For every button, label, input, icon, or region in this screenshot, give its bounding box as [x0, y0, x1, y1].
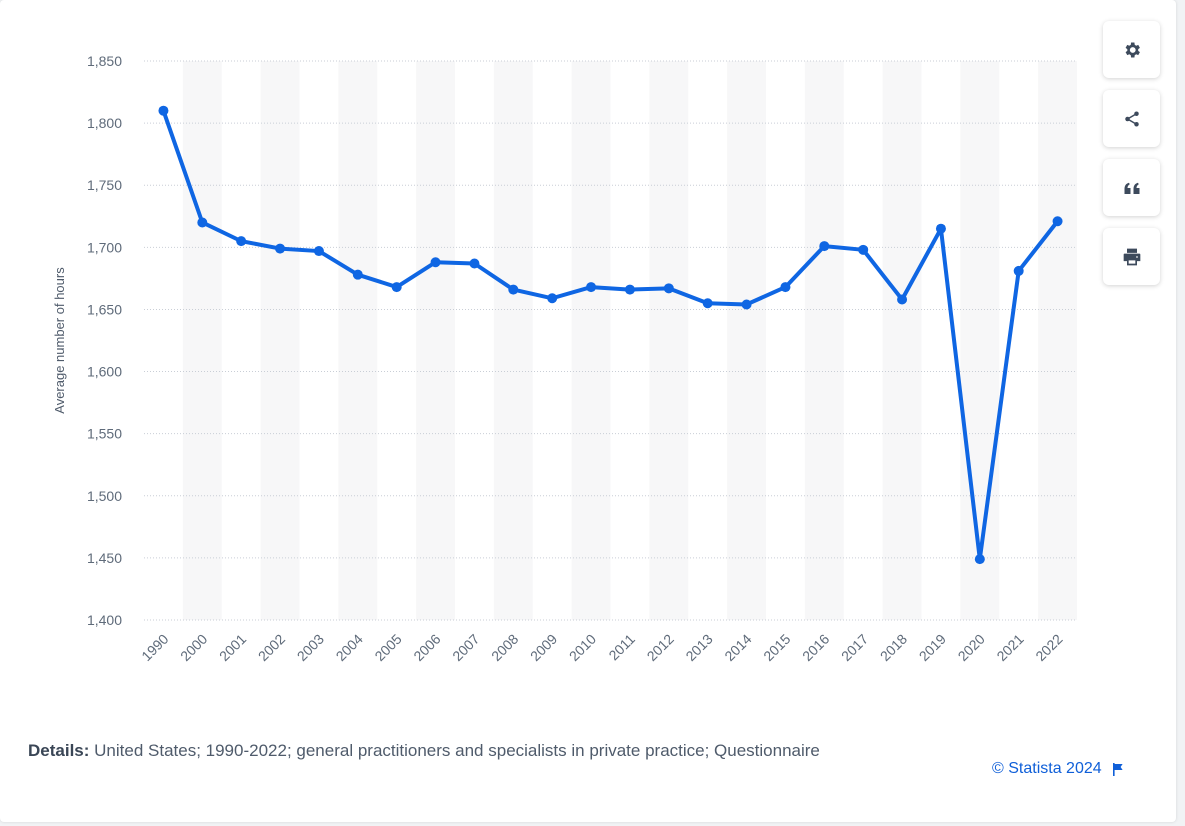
data-point [780, 282, 791, 293]
column-band [649, 61, 689, 620]
x-tick-label: 2018 [877, 631, 910, 664]
x-tick-label: 2006 [410, 631, 443, 664]
line-chart: 1,400 1,450 1,500 1,550 1,600 1,650 1,700 1,750… [52, 53, 1077, 664]
x-tick-label: 2014 [721, 631, 754, 664]
data-point [197, 217, 208, 228]
y-tick-label: 1,400 [87, 612, 122, 628]
copyright-link[interactable]: © Statista 2024 [992, 760, 1124, 778]
x-tick-label: 2010 [566, 631, 599, 664]
details-text: United States; 1990-2022; general practi… [89, 741, 820, 760]
x-tick-label: 2013 [682, 631, 715, 664]
quote-icon [1124, 182, 1139, 194]
column-band [804, 61, 844, 620]
y-tick-label: 1,800 [87, 115, 122, 131]
x-tick-label: 2003 [294, 631, 327, 664]
y-tick-label: 1,850 [87, 53, 122, 69]
data-point [1013, 265, 1024, 276]
gear-icon [1125, 42, 1140, 57]
data-point [741, 299, 752, 310]
cite-button[interactable] [1103, 159, 1160, 216]
column-band [493, 61, 533, 620]
x-tick-label: 2022 [1032, 631, 1065, 664]
data-point [858, 244, 869, 255]
data-point [275, 243, 286, 254]
data-point [586, 282, 597, 293]
column-band [260, 61, 300, 620]
x-tick-label: 1990 [138, 631, 171, 664]
y-tick-label: 1,700 [87, 239, 122, 255]
details-label: Details: [28, 741, 90, 760]
x-tick-label: 2020 [955, 631, 988, 664]
data-point [469, 258, 480, 269]
print-button[interactable] [1103, 228, 1160, 285]
settings-button[interactable] [1103, 21, 1160, 78]
data-point [158, 105, 169, 116]
y-axis-label: Average number of hours [52, 267, 67, 414]
data-point [508, 284, 519, 295]
data-point [624, 284, 635, 295]
x-tick-label: 2000 [177, 631, 210, 664]
x-tick-label: 2017 [838, 631, 871, 664]
y-tick-label: 1,600 [87, 364, 122, 380]
data-point [702, 298, 713, 309]
y-tick-label: 1,500 [87, 488, 122, 504]
data-point [935, 223, 946, 234]
x-tick-label: 2001 [216, 631, 249, 664]
column-band [416, 61, 455, 620]
x-tick-label: 2008 [488, 631, 521, 664]
data-point [663, 283, 674, 294]
x-tick-label: 2004 [333, 631, 366, 664]
x-tick-label: 2007 [449, 631, 482, 664]
column-band [338, 61, 378, 620]
y-tick-label: 1,450 [87, 550, 122, 566]
column-band [182, 61, 222, 620]
x-tick-label: 2002 [255, 631, 288, 664]
data-point [391, 282, 402, 293]
x-tick-label: 2016 [799, 631, 832, 664]
x-tick-label: 2012 [644, 631, 677, 664]
column-band [960, 61, 1000, 620]
column-band [571, 61, 611, 620]
data-point [313, 246, 324, 257]
share-button[interactable] [1103, 90, 1160, 147]
y-tick-label: 1,750 [87, 177, 122, 193]
data-point [430, 257, 441, 268]
y-tick-label: 1,650 [87, 301, 122, 317]
data-point [547, 293, 558, 304]
data-point [819, 241, 830, 252]
column-band [882, 61, 922, 620]
column-band [1038, 61, 1077, 620]
y-tick-label: 1,550 [87, 426, 122, 442]
column-band [727, 61, 766, 620]
data-point [974, 554, 985, 565]
data-point [352, 269, 363, 280]
data-point [1052, 216, 1063, 227]
printer-icon [1123, 248, 1140, 265]
data-point [236, 236, 247, 247]
series-line [161, 108, 1060, 562]
x-tick-label: 2015 [760, 631, 793, 664]
data-point [897, 294, 908, 305]
x-tick-label: 2019 [916, 631, 949, 664]
x-tick-label: 2005 [371, 631, 404, 664]
copyright-text: © Statista 2024 [992, 760, 1102, 777]
x-tick-label: 2021 [993, 631, 1026, 664]
x-tick-label: 2009 [527, 631, 560, 664]
chart-details: Details: United States; 1990-2022; gener… [28, 736, 828, 766]
flag-icon[interactable] [1112, 762, 1124, 776]
x-tick-label: 2011 [605, 631, 638, 664]
share-icon [1124, 111, 1139, 126]
